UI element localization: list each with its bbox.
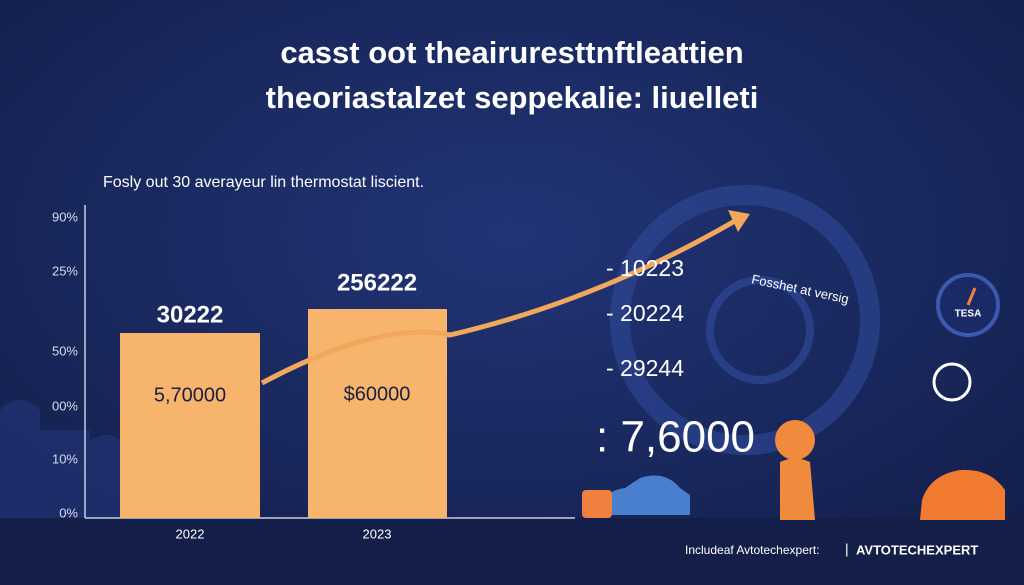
y-axis-label: 10% xyxy=(52,451,78,466)
bar-top-label: 30222 xyxy=(157,301,224,328)
category-label: 2022 xyxy=(176,526,205,541)
bar xyxy=(308,309,447,518)
subtitle: Fosly out 30 averayeur lin thermostat li… xyxy=(103,174,424,191)
y-axis-label: 50% xyxy=(52,343,78,358)
category-label: 2023 xyxy=(363,526,392,541)
car xyxy=(600,475,690,515)
title-line: casst oot theairuresttnftleattien xyxy=(280,35,743,70)
y-axis-label: 0% xyxy=(59,505,78,520)
bar-inner-label: $60000 xyxy=(344,383,411,405)
side-item: - 20224 xyxy=(606,300,684,326)
dial-core xyxy=(706,276,814,384)
small-gauge xyxy=(932,362,972,402)
footer-separator: | xyxy=(845,541,849,557)
trend-arrow xyxy=(260,215,742,386)
skyline xyxy=(0,400,120,520)
bar-inner-label: 5,70000 xyxy=(154,384,226,406)
person-head xyxy=(775,420,815,460)
bar xyxy=(120,333,260,518)
orange-car xyxy=(920,469,1005,520)
footer-left: Includeaf Avtotechexpert: xyxy=(685,543,820,557)
big-number: : 7,6000 xyxy=(596,413,755,462)
car-box xyxy=(582,490,612,518)
y-axis-label: 90% xyxy=(52,209,78,224)
arrow-head xyxy=(728,210,750,232)
person-body xyxy=(780,458,815,520)
side-item: - 29244 xyxy=(606,355,684,381)
side-item: - 10223 xyxy=(606,255,684,281)
bar-top-label: 256222 xyxy=(337,269,417,296)
dial-ring xyxy=(610,185,880,455)
y-axis-label: 25% xyxy=(52,263,78,278)
title-line: theoriastalzet seppekalie: liuelleti xyxy=(266,80,759,115)
footer-brand: AVTOTECHEXPERT xyxy=(856,542,978,557)
y-axis-label: 00% xyxy=(52,398,78,413)
gauge-needle xyxy=(966,287,977,306)
gauge-caption: TESA xyxy=(955,309,982,320)
ground xyxy=(0,518,1024,585)
